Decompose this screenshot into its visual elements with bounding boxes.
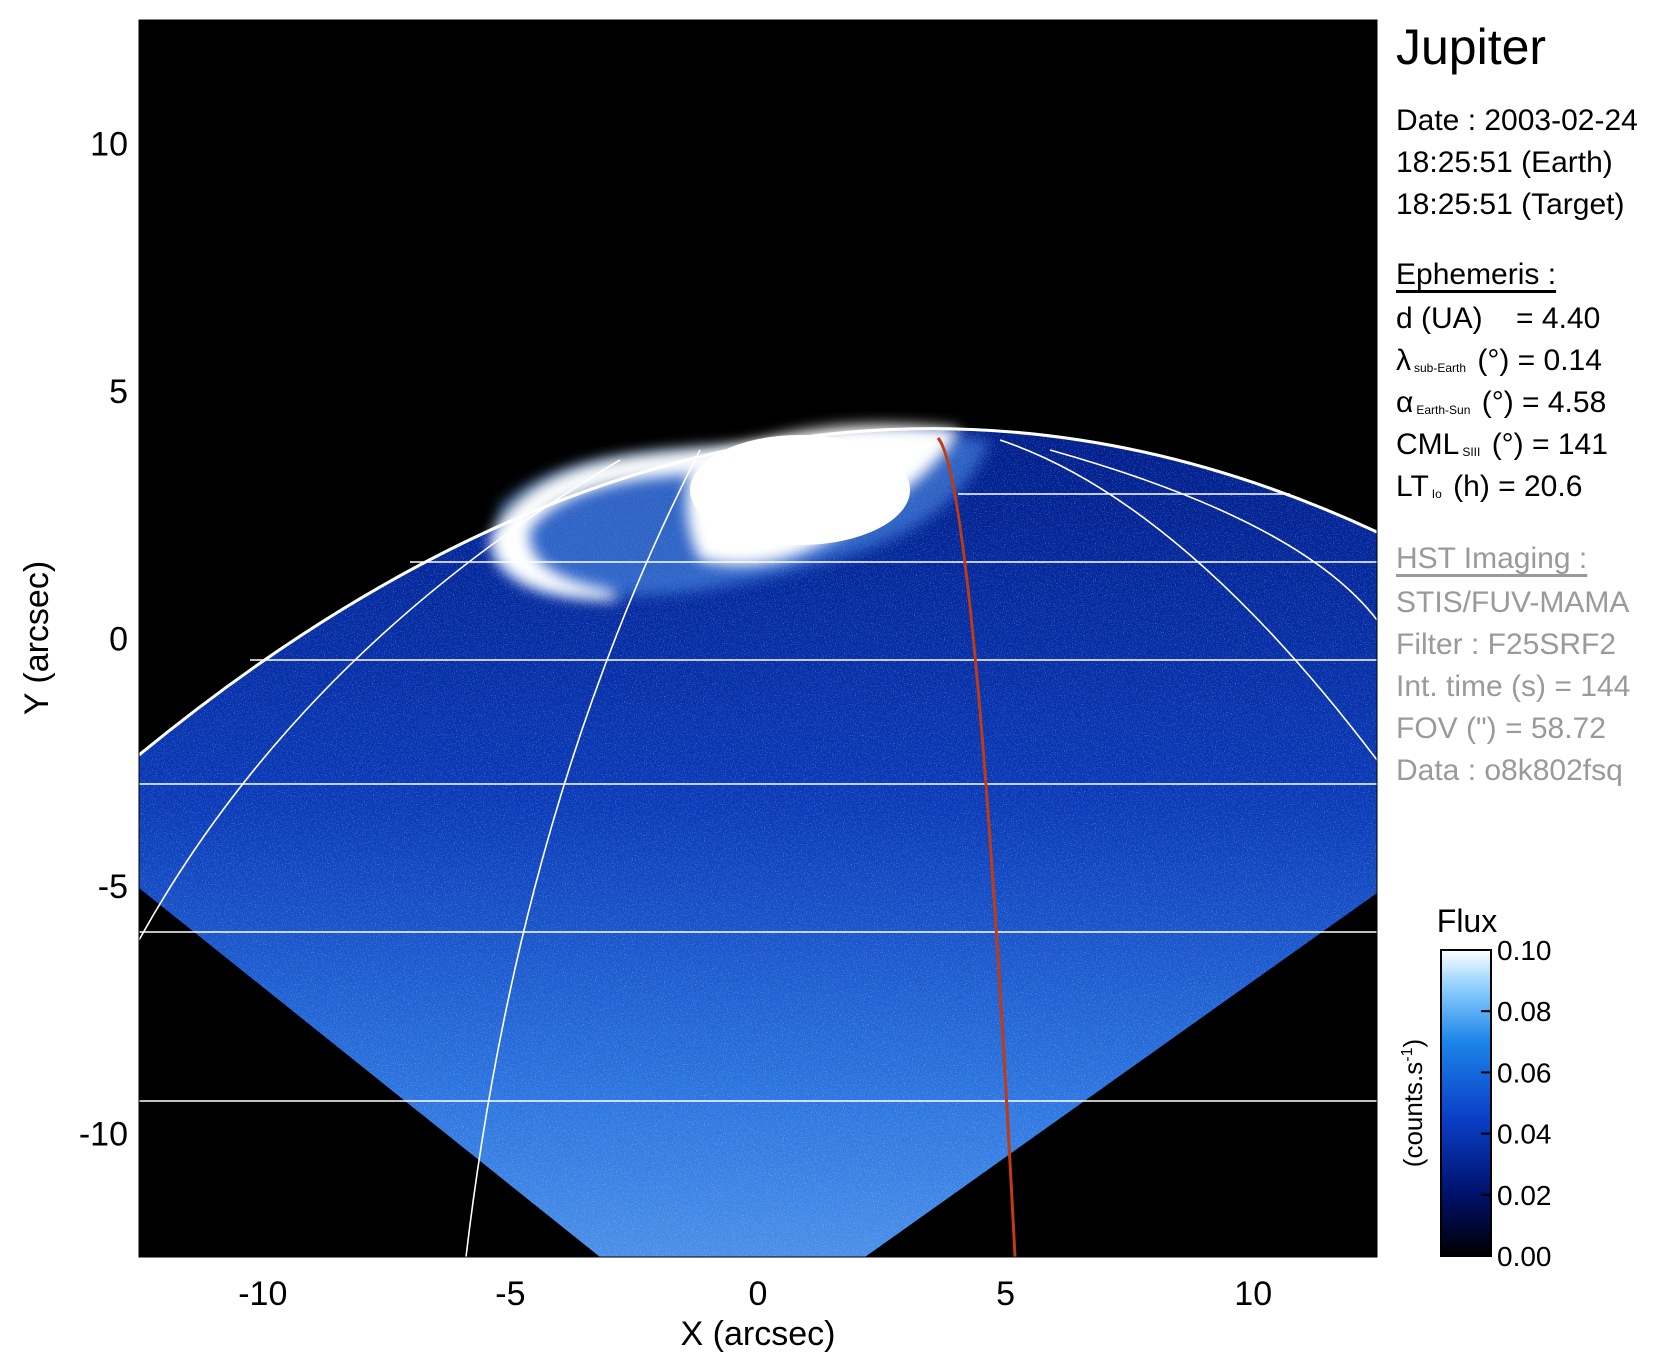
colorbar-scale bbox=[1440, 949, 1492, 1257]
ephemeris-item: CML SIII (°) = 141 bbox=[1396, 428, 1608, 461]
hst-info-item: FOV (") = 58.72 bbox=[1396, 712, 1606, 745]
ephemeris-item: d (UA) = 4.40 bbox=[1396, 302, 1601, 335]
x-tick-label: -10 bbox=[238, 1275, 287, 1313]
colorbar-tick-label: 0.08 bbox=[1497, 996, 1552, 1027]
x-tick-label: -5 bbox=[495, 1275, 525, 1313]
hst-info-item: Data : o8k802fsq bbox=[1396, 754, 1623, 787]
ephemeris-item: λ sub-Earth (°) = 0.14 bbox=[1396, 344, 1602, 377]
io-footpath bbox=[936, 437, 1017, 1257]
plot-frame bbox=[138, 19, 1378, 1258]
ephemeris-header: Ephemeris : bbox=[1396, 258, 1557, 291]
y-tick-label: 0 bbox=[109, 621, 128, 659]
y-axis-label: Y (arcsec) bbox=[18, 561, 56, 715]
colorbar-tick-labels: 0.10 0.08 0.06 0.04 0.02 0.00 bbox=[1481, 935, 1552, 1272]
photon-noise bbox=[139, 428, 1377, 1257]
y-tick-labels: -10 -5 0 5 10 bbox=[79, 126, 128, 1154]
colorbar-tick-label: 0.06 bbox=[1497, 1057, 1552, 1088]
colorbar-title: Flux bbox=[1437, 903, 1497, 939]
time-earth: 18:25:51 (Earth) bbox=[1396, 146, 1613, 179]
colorbar-unit-label: (counts.s-1) bbox=[1398, 1039, 1428, 1167]
ephemeris-item: LT Io (h) = 20.6 bbox=[1396, 470, 1583, 503]
y-tick-label: 10 bbox=[90, 126, 128, 164]
x-tick-label: 0 bbox=[749, 1275, 768, 1313]
x-axis-label: X (arcsec) bbox=[681, 1315, 836, 1353]
colorbar-tick-label: 0.10 bbox=[1497, 935, 1552, 966]
planetographic-grid bbox=[139, 427, 1377, 1257]
colorbar-tick-label: 0.00 bbox=[1497, 1241, 1552, 1272]
ephemeris-item: α Earth-Sun (°) = 4.58 bbox=[1396, 386, 1607, 419]
planet-name: Jupiter bbox=[1396, 19, 1547, 75]
colorbar-tick-label: 0.04 bbox=[1497, 1119, 1552, 1150]
time-target: 18:25:51 (Target) bbox=[1396, 188, 1625, 221]
hst-header: HST Imaging : bbox=[1396, 542, 1588, 575]
hst-info-item: Filter : F25SRF2 bbox=[1396, 628, 1617, 661]
colorbar: Flux 0.10 0.08 0.06 0.04 0.02 0.00 (counts.s-… bbox=[1398, 903, 1552, 1272]
plot-area bbox=[138, 19, 1378, 1258]
x-tick-label: 5 bbox=[996, 1275, 1015, 1313]
x-tick-labels: -10 -5 0 5 10 bbox=[238, 1275, 1272, 1313]
y-tick-label: 5 bbox=[109, 373, 128, 411]
colorbar-tick-label: 0.02 bbox=[1497, 1180, 1552, 1211]
x-tick-label: 10 bbox=[1234, 1275, 1272, 1313]
y-tick-label: -10 bbox=[79, 1115, 128, 1153]
observation-date: Date : 2003-02-24 bbox=[1396, 104, 1638, 137]
hst-info-item: STIS/FUV-MAMA bbox=[1396, 586, 1630, 619]
hst-info-item: Int. time (s) = 144 bbox=[1396, 670, 1631, 703]
y-tick-label: -5 bbox=[98, 868, 128, 906]
